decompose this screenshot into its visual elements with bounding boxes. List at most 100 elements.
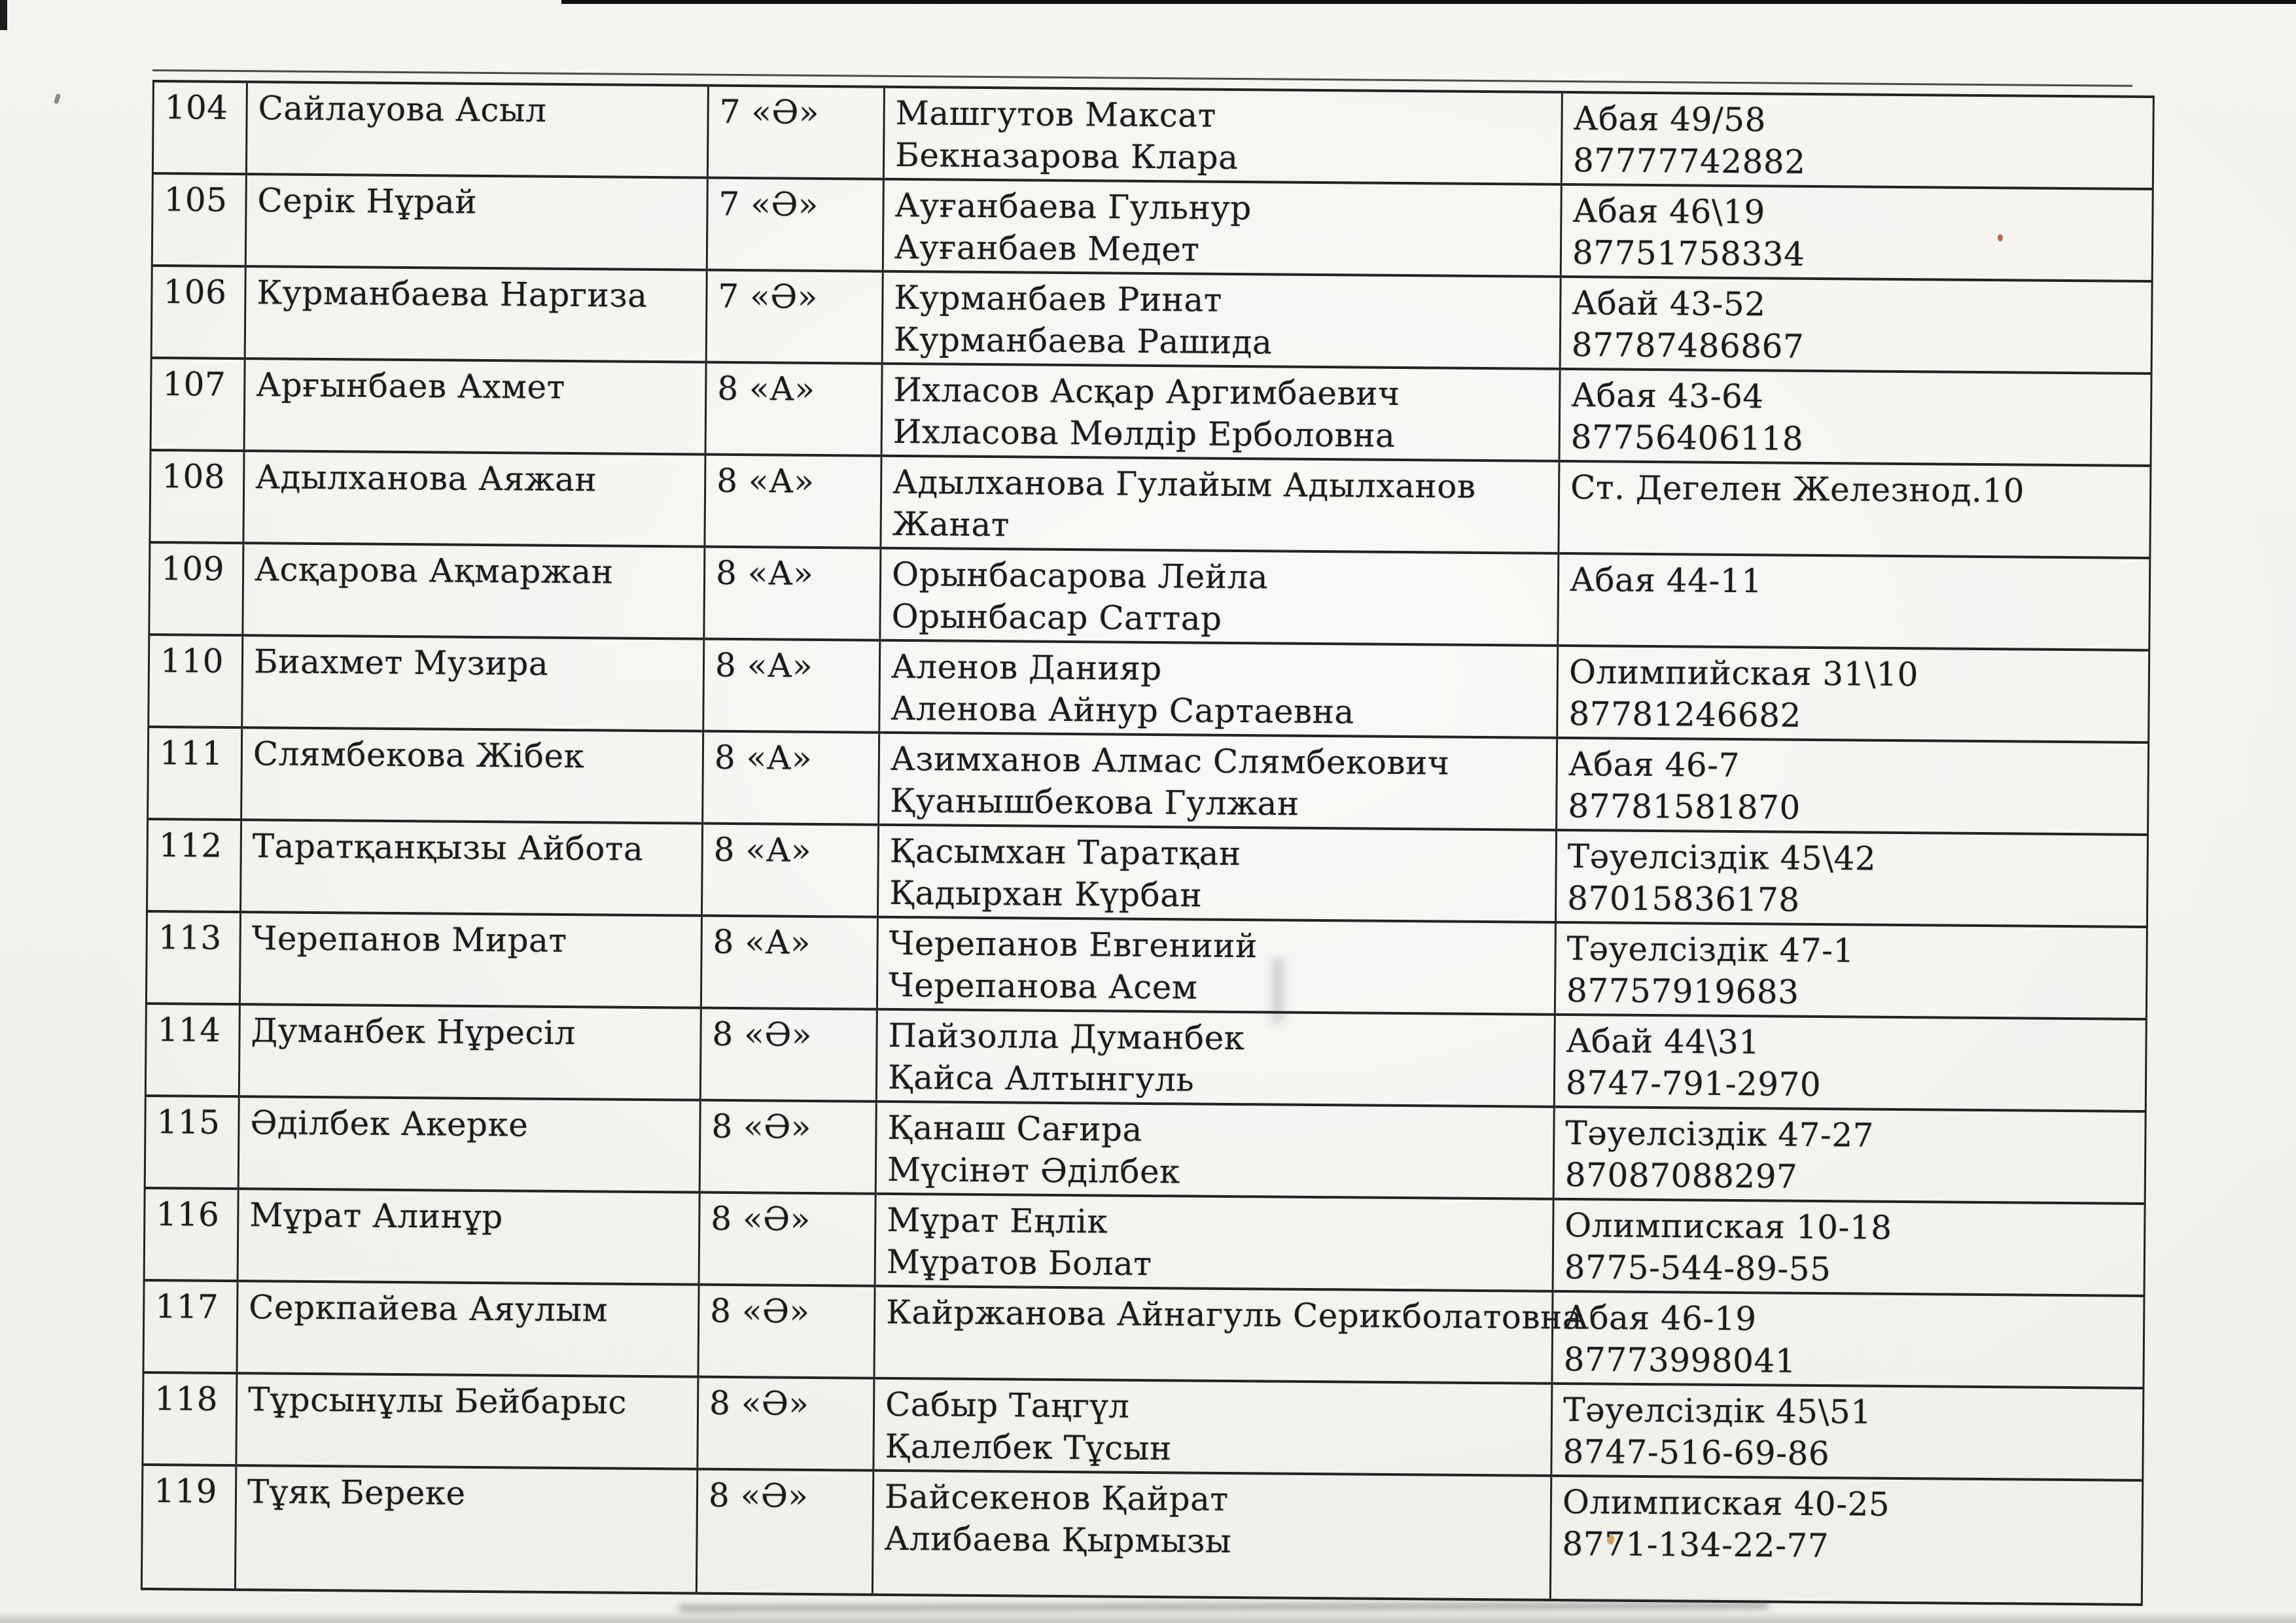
address-phone-cell: Абая 43-64 87756406118	[1559, 368, 2152, 466]
row-number-cell: 109	[149, 542, 243, 636]
student-name-text: Слямбекова Жібек	[253, 735, 585, 776]
parents-text: Адылханова Гулайым Адылханов	[892, 462, 1476, 506]
row-number-cell: 106	[151, 266, 246, 359]
parents-cell: Қасымхан Таратқан Қадырхан Күрбан	[877, 824, 1557, 922]
parents-text: Орынбасарова Лейла	[891, 555, 1269, 597]
address-phone-text: Абая 49/58	[1573, 99, 1767, 139]
class-text: 7 «Ә»	[718, 184, 819, 224]
address-phone-cell: Тәуелсіздік 45\51 8747-516-69-86	[1551, 1383, 2144, 1480]
row-number-cell: 113	[146, 911, 241, 1005]
row-number-text: 117	[155, 1287, 219, 1326]
parents-cell: Машгутов Максат Бекназарова Клара	[883, 86, 1563, 184]
address-phone-text: Абая 46-7	[1568, 745, 1740, 785]
address-phone-text: 87777742882	[1572, 141, 1806, 181]
row-number-cell: 112	[147, 818, 241, 913]
parents-text: Қуанышбекова Гулжан	[890, 781, 1299, 823]
address-phone-text: 8771-134-22-77	[1562, 1524, 1829, 1565]
address-phone-text: 87781246682	[1568, 695, 1802, 735]
parents-text: Мүсінәт Әділбек	[887, 1150, 1181, 1191]
table-row: 105 Серік Нұрай 7 «Ә» Ауғанбаева Гульнур Ауғ…	[152, 173, 2153, 282]
address-phone-cell: Тәуелсіздік 47-1 87757919683	[1555, 922, 2147, 1019]
student-name-cell: Тұрсынұлы Бейбарыс	[236, 1373, 698, 1469]
row-number-text: 116	[156, 1195, 220, 1234]
student-name-text: Әділбек Акерке	[250, 1104, 529, 1144]
table-row: 109 Асқарова Ақмаржан 8 «А» Орынбасарова Ле…	[149, 542, 2150, 650]
row-number-text: 104	[164, 88, 228, 127]
student-name-text: Тұрсынұлы Бейбарыс	[247, 1380, 627, 1422]
class-text: 8 «А»	[717, 369, 815, 408]
parents-cell: Мұрат Еңлік Мұратов Болат	[875, 1193, 1554, 1291]
table-row: 104 Сайлауова Асыл 7 «Ә» Машгутов Максат Бек…	[152, 81, 2154, 190]
student-name-cell: Биахмет Музира	[241, 635, 704, 731]
student-name-text: Серік Нұрай	[257, 181, 478, 221]
student-name-cell: Адылханова Аяжан	[243, 451, 706, 547]
parents-text: Машгутов Максат	[895, 94, 1217, 135]
address-phone-text: Абая 46-19	[1563, 1299, 1757, 1338]
address-phone-cell: Тәуелсіздік 45\42 87015836178	[1555, 829, 2148, 927]
class-cell: 8 «А»	[705, 362, 883, 456]
student-name-text: Биахмет Музира	[253, 642, 549, 683]
parents-text: Ихласова Мөлдір Ерболовна	[892, 412, 1396, 455]
student-name-cell: Думанбек Нұресіл	[239, 1004, 701, 1100]
student-name-cell: Черепанов Мират	[239, 912, 702, 1008]
class-cell: 8 «А»	[703, 638, 880, 733]
parents-text: Қасымхан Таратқан	[889, 831, 1241, 873]
address-phone-text: 87757919683	[1566, 971, 1799, 1011]
address-phone-text: Абай 44\31	[1566, 1022, 1760, 1062]
class-text: 8 «А»	[714, 738, 813, 777]
class-text: 8 «Ә»	[710, 1291, 810, 1331]
student-name-text: Арғынбаев Ахмет	[256, 366, 565, 406]
address-phone-cell: Абай 43-52 87787486867	[1560, 276, 2153, 374]
contact-table-wrap: 104 Сайлауова Асыл 7 «Ә» Машгутов Максат Бек…	[141, 69, 2154, 1606]
parents-cell: Ауғанбаева Гульнур Ауғанбаев Медет	[883, 179, 1562, 277]
table-row: 118 Тұрсынұлы Бейбарыс 8 «Ә» Сабыр Таңгүл Қа…	[142, 1372, 2144, 1480]
parents-cell: Пайзолла Думанбек Қайса Алтынгуль	[876, 1009, 1555, 1107]
address-phone-text: Тәуелсіздік 45\42	[1567, 837, 1877, 878]
parents-text: Аленов Данияр	[891, 647, 1163, 688]
table-row: 107 Арғынбаев Ахмет 8 «А» Ихласов Асқар Арг…	[150, 357, 2152, 466]
address-phone-text: Олимпиская 10-18	[1564, 1206, 1892, 1247]
class-text: 8 «А»	[715, 646, 813, 685]
parents-text: Курманбаев Ринат	[894, 278, 1223, 319]
row-number-text: 109	[160, 550, 225, 588]
row-number-text: 115	[156, 1103, 221, 1142]
student-name-text: Курманбаева Наргиза	[256, 273, 648, 315]
row-number-cell: 118	[142, 1372, 237, 1466]
parents-text: Жанат	[892, 504, 1010, 544]
class-text: 8 «Ә»	[711, 1199, 811, 1238]
parents-text: Кайржанова Айнагуль Серикболатовна	[886, 1293, 1583, 1337]
address-phone-cell: Олимпийская 31\10 87781246682	[1557, 645, 2149, 742]
parents-text: Қалелбек Тұсын	[885, 1427, 1173, 1468]
address-phone-cell: Абая 46-7 87781581870	[1556, 737, 2149, 835]
parents-cell: Байсекенов Қайрат Алибаева Қырмызы	[872, 1470, 1551, 1600]
row-number-cell: 116	[144, 1187, 239, 1282]
student-name-text: Адылханова Аяжан	[255, 458, 597, 499]
class-text: 8 «А»	[713, 922, 811, 962]
table-row: 119 Тұяқ Береке 8 «Ә» Байсекенов Қайрат Алиб…	[141, 1464, 2143, 1605]
class-text: 8 «Ә»	[708, 1476, 809, 1515]
parents-text: Ауғанбаева Гульнур	[894, 186, 1252, 228]
row-number-text: 114	[157, 1011, 221, 1049]
row-number-cell: 114	[145, 1003, 240, 1097]
row-number-cell: 111	[147, 726, 242, 820]
parents-text: Қанаш Сағира	[887, 1108, 1143, 1149]
address-phone-text: 87787486867	[1571, 326, 1805, 366]
student-name-text: Мұрат Алинұр	[249, 1196, 503, 1236]
address-phone-text: 87015836178	[1567, 879, 1800, 919]
address-phone-cell: Абая 46\19 87751758334	[1561, 184, 2153, 282]
row-number-cell: 119	[141, 1464, 236, 1590]
address-phone-text: Тәуелсіздік 45\51	[1563, 1390, 1872, 1431]
student-name-cell: Мұрат Алинұр	[238, 1189, 700, 1285]
class-cell: 7 «Ә»	[707, 85, 885, 179]
parents-text: Аленова Айнур Сартаевна	[891, 689, 1354, 731]
student-name-text: Думанбек Нұресіл	[251, 1011, 576, 1053]
row-number-cell: 110	[148, 634, 243, 728]
address-phone-text: Ст. Дегелен Железнод.10	[1570, 468, 2025, 510]
student-name-text: Сайлауова Асыл	[258, 89, 547, 130]
address-phone-text: Абая 43-64	[1571, 376, 1764, 416]
row-number-cell: 117	[143, 1280, 238, 1374]
parents-text: Ауғанбаев Медет	[894, 228, 1200, 269]
address-phone-text: Абая 44-11	[1569, 561, 1763, 601]
ink-speck	[1998, 234, 2003, 241]
